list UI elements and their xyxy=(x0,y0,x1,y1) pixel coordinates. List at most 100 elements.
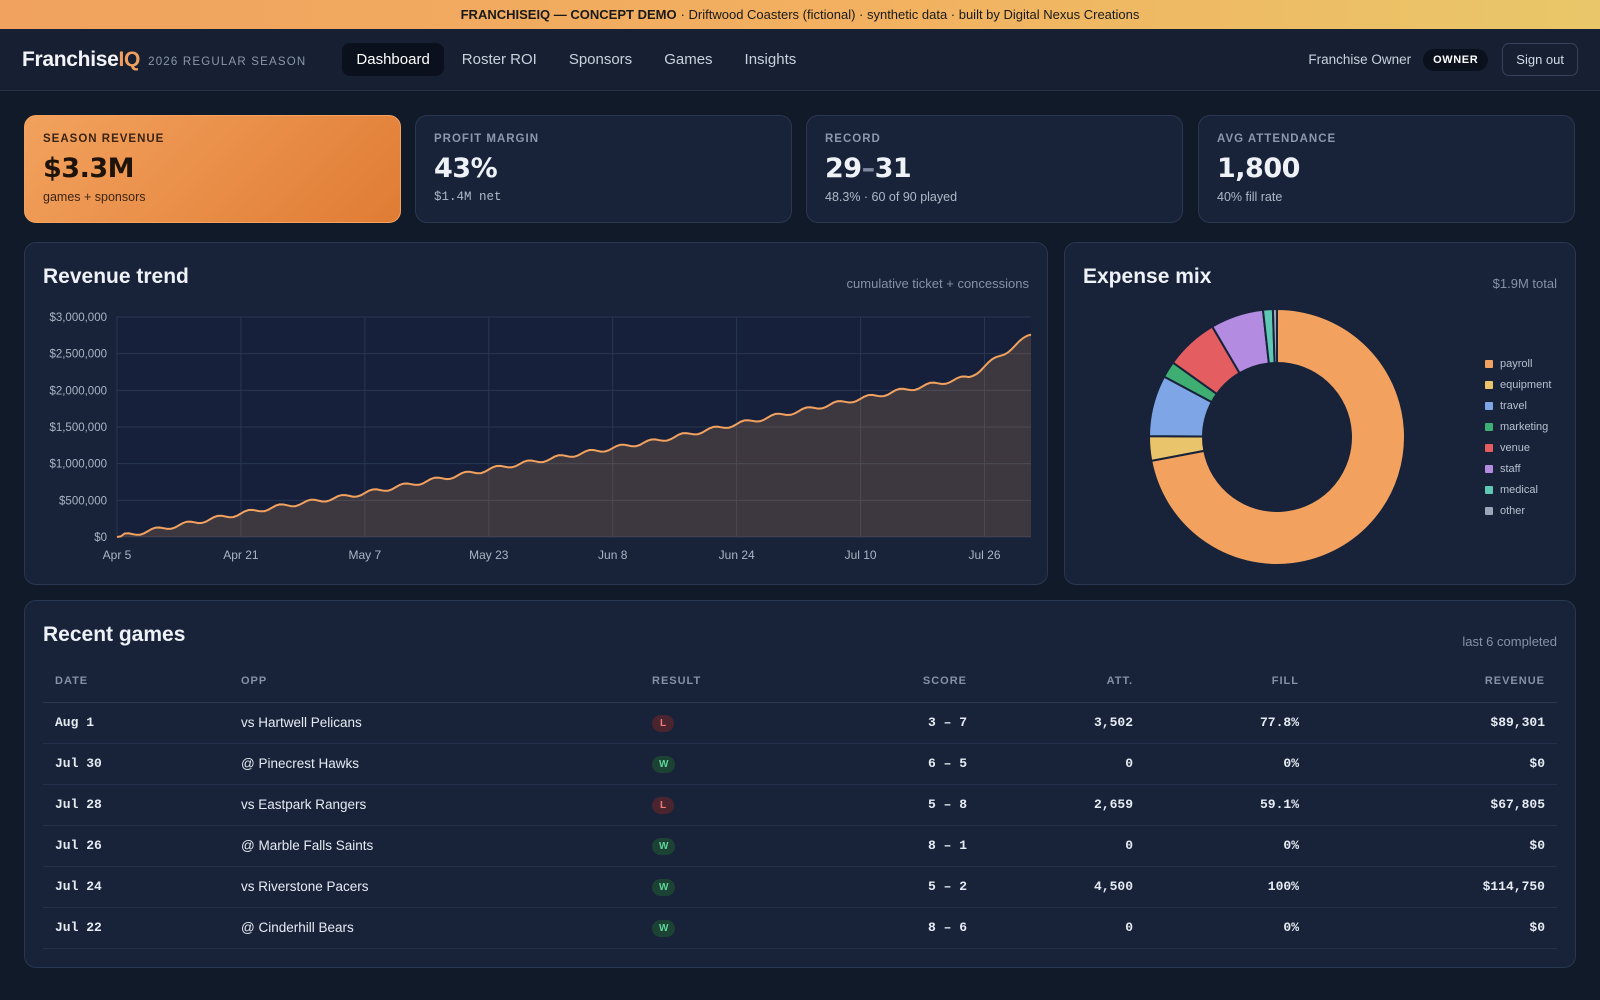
col-fill[interactable]: FILL xyxy=(1145,661,1311,703)
game-opponent: @ Pinecrest Hawks xyxy=(229,743,640,785)
game-result: W xyxy=(640,866,840,908)
sign-out-button[interactable]: Sign out xyxy=(1502,43,1578,76)
kpi-label: RECORD xyxy=(825,133,881,145)
kpi-sub: 48.3% · 60 of 90 played xyxy=(825,190,958,204)
season-label: 2026 REGULAR SEASON xyxy=(148,56,307,68)
legend-item-marketing: marketing xyxy=(1485,416,1551,437)
game-result: L xyxy=(640,702,840,744)
panel-title: Recent games xyxy=(43,623,186,646)
kpi-value: 1,800 xyxy=(1217,153,1300,184)
game-opponent: vs Hartwell Pelicans xyxy=(229,702,640,744)
legend-item-staff: staff xyxy=(1485,458,1551,479)
panel-title: Revenue trend xyxy=(43,265,189,288)
game-date: Jul 24 xyxy=(43,866,229,908)
y-tick-label: $0 xyxy=(94,532,107,544)
game-attendance: 0 xyxy=(979,907,1145,949)
table-row[interactable]: Jul 28 vs Eastpark Rangers L 5 – 8 2,659 59.1… xyxy=(43,784,1557,826)
game-fill: 77.8% xyxy=(1145,702,1311,744)
legend-item-travel: travel xyxy=(1485,395,1551,416)
tab-roster-roi[interactable]: Roster ROI xyxy=(461,51,537,68)
x-tick-label: May 7 xyxy=(349,548,382,562)
revenue-chart: $0 $500,000 $1,000,000 $1,500,000 $2,000,000… xyxy=(49,312,1032,562)
table-row[interactable]: Jul 24 vs Riverstone Pacers W 5 – 2 4,500 100… xyxy=(43,866,1557,908)
legend-label: equipment xyxy=(1500,378,1552,391)
revenue-area xyxy=(117,334,1031,537)
game-date: Jul 22 xyxy=(43,907,229,949)
legend-item-other: other xyxy=(1485,500,1551,521)
donut-slice-payroll[interactable] xyxy=(1150,307,1406,566)
game-result: W xyxy=(640,907,840,949)
kpi-label: SEASON REVENUE xyxy=(43,133,165,145)
tab-insights[interactable]: Insights xyxy=(744,51,797,68)
legend-item-payroll: payroll xyxy=(1485,353,1551,374)
user-name: Franchise Owner xyxy=(1308,52,1412,67)
result-badge: W xyxy=(652,837,676,855)
legend-item-equipment: equipment xyxy=(1485,374,1551,395)
brand-accent: IQ xyxy=(118,47,141,71)
x-tick-label: Jun 8 xyxy=(598,548,628,562)
result-badge: W xyxy=(652,755,676,773)
col-score[interactable]: SCORE xyxy=(840,661,979,703)
y-tick-label: $1,500,000 xyxy=(49,422,107,434)
table-row[interactable]: Aug 1 vs Hartwell Pelicans L 3 – 7 3,502 77.8… xyxy=(43,702,1557,744)
kpi-value: 29–31 xyxy=(825,153,1164,184)
y-tick-label: $3,000,000 xyxy=(49,312,107,324)
brand-logo[interactable]: FranchiseIQ xyxy=(22,48,140,72)
x-tick-label: Jul 10 xyxy=(845,548,877,562)
expense-mix-panel: Expense mix $1.9M total payroll equipment… xyxy=(1064,242,1576,585)
legend-swatch xyxy=(1485,359,1493,368)
x-tick-label: May 23 xyxy=(469,548,509,562)
demo-banner: FRANCHISEIQ — CONCEPT DEMO · Driftwood C… xyxy=(0,0,1600,29)
result-badge: W xyxy=(652,919,676,937)
x-tick-label: Jun 24 xyxy=(719,548,755,562)
legend-swatch xyxy=(1485,443,1493,452)
col-att[interactable]: ATT. xyxy=(979,661,1145,703)
kpi-avg-attendance: AVG ATTENDANCE 1,800 40% fill rate xyxy=(1198,115,1575,223)
nav-tabs: Dashboard Roster ROI Sponsors Games Insi… xyxy=(342,43,810,76)
role-badge: OWNER xyxy=(1423,48,1489,71)
col-revenue[interactable]: REVENUE xyxy=(1311,661,1557,703)
tab-games[interactable]: Games xyxy=(664,51,713,68)
banner-title: FRANCHISEIQ — CONCEPT DEMO xyxy=(460,7,677,22)
games-table: DATE OPP RESULT SCORE ATT. FILL REVENUE … xyxy=(43,661,1557,949)
table-row[interactable]: Jul 22 @ Cinderhill Bears W 8 – 6 0 0% $0 xyxy=(43,907,1557,949)
table-row[interactable]: Jul 30 @ Pinecrest Hawks W 6 – 5 0 0% $0 xyxy=(43,743,1557,785)
tab-dashboard[interactable]: Dashboard xyxy=(342,43,444,76)
game-result: W xyxy=(640,825,840,867)
record-wins: 29 xyxy=(825,153,862,184)
banner-text: · Driftwood Coasters (fictional) · synth… xyxy=(680,7,1140,22)
top-navbar: FranchiseIQ 2026 REGULAR SEASON Dashboar… xyxy=(0,29,1600,91)
tab-sponsors[interactable]: Sponsors xyxy=(568,51,633,68)
col-result[interactable]: RESULT xyxy=(640,661,840,703)
legend-swatch xyxy=(1485,506,1493,515)
kpi-sub: $1.4M net xyxy=(434,190,502,204)
game-opponent: @ Marble Falls Saints xyxy=(229,825,640,867)
legend-label: medical xyxy=(1500,483,1538,496)
game-opponent: @ Cinderhill Bears xyxy=(229,907,640,949)
legend-swatch xyxy=(1485,485,1493,494)
game-result: L xyxy=(640,784,840,826)
user-area: Franchise Owner OWNER Sign out xyxy=(1308,43,1578,76)
game-date: Jul 28 xyxy=(43,784,229,826)
col-date[interactable]: DATE xyxy=(43,661,229,703)
legend-swatch xyxy=(1485,422,1493,431)
y-tick-label: $1,000,000 xyxy=(49,459,107,471)
game-score: 8 – 1 xyxy=(840,825,979,867)
game-revenue: $114,750 xyxy=(1311,866,1557,908)
y-tick-label: $2,500,000 xyxy=(49,349,107,361)
game-fill: 0% xyxy=(1145,743,1311,785)
legend-item-medical: medical xyxy=(1485,479,1551,500)
kpi-sub: games + sponsors xyxy=(43,190,146,204)
x-tick-label: Apr 5 xyxy=(103,548,132,562)
col-opp[interactable]: OPP xyxy=(229,661,640,703)
game-attendance: 0 xyxy=(979,825,1145,867)
donut-slice-other[interactable] xyxy=(1271,307,1278,365)
game-attendance: 4,500 xyxy=(979,866,1145,908)
game-revenue: $0 xyxy=(1311,907,1557,949)
game-date: Aug 1 xyxy=(43,702,229,744)
kpi-season-revenue: SEASON REVENUE $3.3M games + sponsors xyxy=(24,115,401,223)
result-badge: L xyxy=(652,796,674,814)
kpi-label: AVG ATTENDANCE xyxy=(1217,133,1337,145)
game-score: 5 – 2 xyxy=(840,866,979,908)
table-row[interactable]: Jul 26 @ Marble Falls Saints W 8 – 1 0 0% $0 xyxy=(43,825,1557,867)
